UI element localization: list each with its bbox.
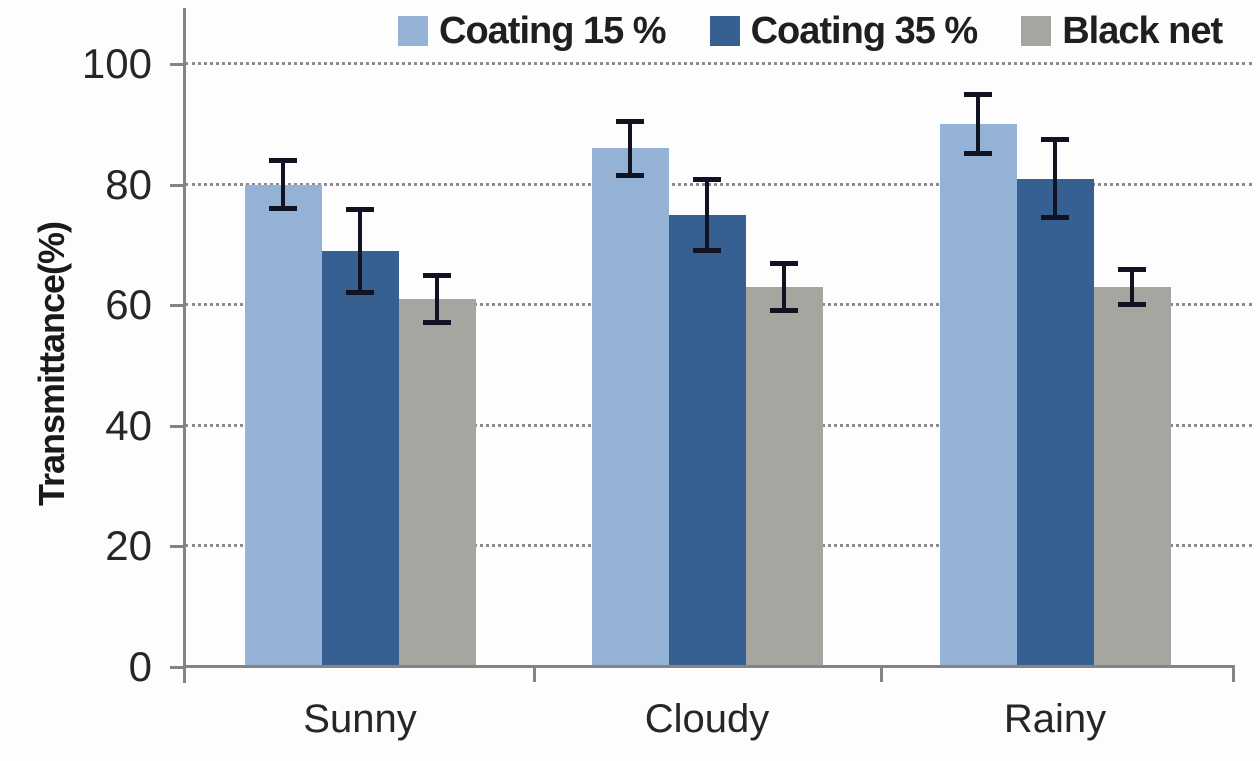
- bar-coating-35-sunny: [321, 250, 399, 667]
- legend: Coating 15 % Coating 35 % Black net: [398, 10, 1223, 52]
- legend-label-coating-15: Coating 15 %: [439, 10, 667, 52]
- bar-coating-35-cloudy: [668, 214, 746, 667]
- x-tick-mark-end: [1232, 667, 1235, 682]
- error-bar-cap-bottom-black-net-sunny: [423, 320, 451, 326]
- legend-label-black-net: Black net: [1062, 10, 1223, 52]
- error-bar-cap-bottom-coating-15-rainy: [964, 151, 992, 157]
- y-tick-label-100: 100: [81, 40, 152, 87]
- error-bar-cap-top-coating-15-sunny: [269, 158, 297, 164]
- bar-black-net-rainy: [1093, 287, 1171, 667]
- error-bar-line-black-net-cloudy: [782, 262, 786, 312]
- x-category-label-cloudy: Cloudy: [644, 697, 770, 741]
- error-bar-line-black-net-rainy: [1130, 269, 1134, 306]
- legend-swatch-black-net: [1021, 16, 1052, 46]
- error-bar-line-coating-35-sunny: [358, 208, 362, 294]
- y-axis-spine: [183, 8, 186, 683]
- legend-item-black-net: Black net: [1021, 10, 1223, 52]
- legend-swatch-coating-35: [709, 16, 740, 46]
- x-tick-mark-0: [532, 667, 536, 682]
- error-bar-cap-bottom-black-net-cloudy: [770, 308, 798, 314]
- error-bar-cap-bottom-coating-35-cloudy: [693, 247, 721, 253]
- y-tick-label-80: 80: [105, 160, 152, 208]
- legend-swatch-coating-15: [398, 16, 428, 46]
- error-bar-cap-bottom-coating-35-rainy: [1041, 214, 1069, 220]
- bar-black-net-sunny: [398, 299, 476, 667]
- y-tick-mark-20: [170, 545, 185, 549]
- error-bar-line-coating-35-rainy: [1053, 139, 1057, 218]
- error-bar-cap-bottom-coating-15-sunny: [269, 205, 297, 211]
- bar-coating-15-cloudy: [591, 148, 669, 667]
- gridline-80: [185, 182, 1252, 186]
- bar-coating-15-sunny: [244, 184, 322, 667]
- y-axis-title: Transmittance(%): [31, 221, 72, 507]
- x-tick-mark-1: [880, 667, 883, 682]
- error-bar-cap-top-black-net-rainy: [1118, 267, 1146, 273]
- error-bar-cap-top-coating-15-rainy: [964, 92, 992, 98]
- x-category-label-rainy: Rainy: [1003, 697, 1107, 741]
- error-bar-line-coating-15-sunny: [281, 160, 285, 209]
- error-bar-cap-top-coating-35-sunny: [346, 206, 374, 212]
- y-tick-mark-100: [170, 63, 185, 66]
- error-bar-cap-top-coating-35-cloudy: [693, 176, 721, 182]
- error-bar-line-black-net-sunny: [435, 275, 439, 324]
- legend-item-coating-15: Coating 15 %: [398, 10, 667, 52]
- error-bar-cap-top-coating-35-rainy: [1041, 137, 1069, 143]
- error-bar-line-coating-15-rainy: [976, 94, 980, 155]
- error-bar-cap-bottom-coating-35-sunny: [346, 290, 374, 296]
- error-bar-cap-top-coating-15-cloudy: [616, 119, 644, 125]
- legend-item-coating-35: Coating 35 %: [709, 10, 979, 52]
- gridline-100: [185, 62, 1252, 65]
- error-bar-cap-top-black-net-cloudy: [770, 260, 798, 266]
- bar-coating-35-rainy: [1016, 178, 1094, 667]
- y-tick-label-0: 0: [128, 643, 152, 690]
- y-tick-label-20: 20: [105, 522, 152, 570]
- y-tick-mark-40: [170, 424, 185, 428]
- error-bar-cap-bottom-black-net-rainy: [1118, 302, 1146, 308]
- error-bar-cap-top-black-net-sunny: [423, 273, 451, 279]
- error-bar-cap-bottom-coating-15-cloudy: [616, 172, 644, 178]
- error-bar-line-coating-15-cloudy: [628, 121, 632, 176]
- bar-black-net-cloudy: [745, 287, 823, 667]
- legend-label-coating-35: Coating 35 %: [750, 10, 979, 52]
- y-tick-label-40: 40: [105, 401, 152, 449]
- y-tick-mark-60: [170, 304, 185, 308]
- y-tick-mark-0: [170, 666, 185, 669]
- y-tick-mark-80: [170, 183, 185, 187]
- x-category-label-sunny: Sunny: [303, 697, 417, 741]
- bar-coating-15-rainy: [939, 124, 1017, 667]
- y-tick-label-60: 60: [105, 281, 152, 329]
- error-bar-line-coating-35-cloudy: [705, 178, 709, 251]
- x-axis-line: [183, 665, 1235, 668]
